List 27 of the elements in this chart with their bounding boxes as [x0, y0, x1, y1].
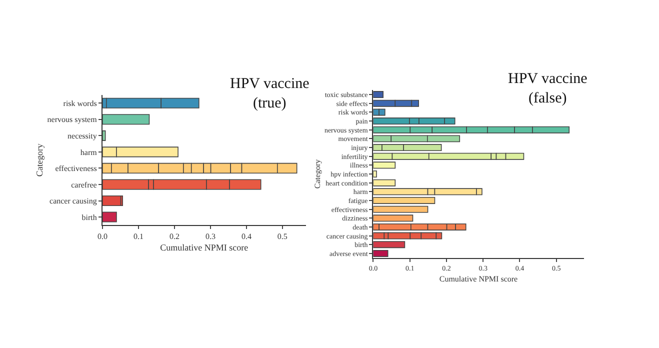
- bar: [373, 91, 384, 98]
- bar: [102, 130, 106, 141]
- bar: [373, 170, 377, 178]
- x-axis-title: Cumulative NPMI score: [439, 274, 518, 284]
- y-tick-label: risk words: [63, 98, 97, 108]
- chart-title: HPV vaccine (true): [230, 76, 310, 112]
- x-axis-title: Cumulative NPMI score: [160, 242, 248, 253]
- y-tick-label: carefree: [71, 180, 98, 190]
- chart-title: HPV vaccine (false): [508, 71, 588, 106]
- y-tick-label: necessity: [68, 131, 97, 140]
- bar: [102, 212, 117, 222]
- y-tick-label: nervous system: [47, 115, 98, 124]
- y-axis-title: Category: [313, 159, 322, 189]
- y-tick-label: harm: [80, 148, 98, 157]
- y-tick-label: effectiveness: [55, 164, 97, 174]
- y-tick-label: cancer causing: [50, 196, 97, 206]
- x-tick-label: 0.1: [133, 232, 144, 241]
- bar: [102, 114, 150, 125]
- bar: [373, 196, 436, 204]
- x-tick-label: 0.3: [205, 232, 216, 241]
- y-axis-title: Category: [34, 143, 45, 177]
- x-tick-label: 0.2: [169, 232, 180, 241]
- bar: [373, 250, 388, 257]
- x-tick-label: 0.5: [277, 232, 288, 241]
- x-tick-label: 0.0: [97, 232, 108, 241]
- x-tick-label: 0.4: [241, 232, 252, 241]
- y-tick-label: birth: [82, 212, 97, 222]
